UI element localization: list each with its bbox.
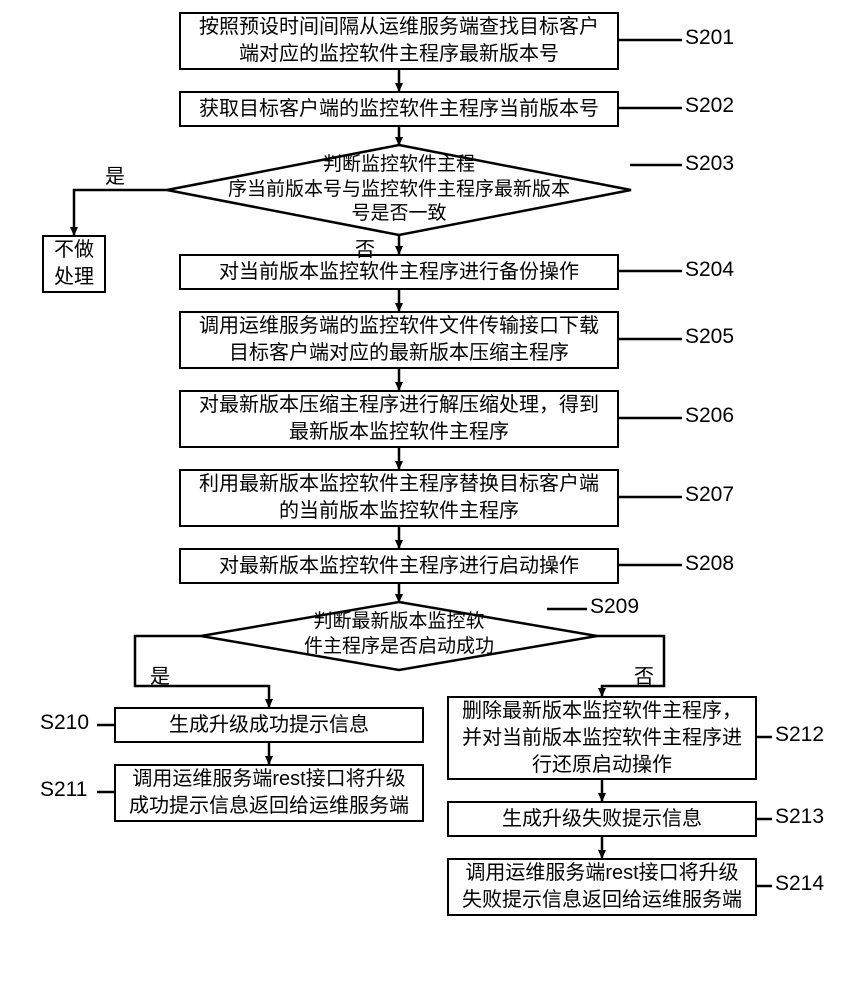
step-label-s213: S213 [775,805,824,829]
decision-s203: 判断监控软件主程序当前版本号与监控软件主程序最新版本号是否一致 [165,143,633,237]
step-text: 生成升级失败提示信息 [502,806,702,833]
step-label-s205: S205 [685,325,734,349]
edge-label-yes-1: 是 [105,160,125,189]
step-text: 获取目标客户端的监控软件主程序当前版本号 [199,96,599,123]
step-label-s204: S204 [685,258,734,282]
step-text: 对最新版本监控软件主程序进行启动操作 [219,553,579,580]
step-label-s211: S211 [40,778,88,802]
edge-label-no-2: 否 [634,660,654,689]
step-s212: 删除最新版本监控软件主程序，并对当前版本监控软件主程序进行还原启动操作 [447,696,757,780]
step-s210: 生成升级成功提示信息 [114,707,424,743]
step-text: 不做处理 [54,237,94,291]
step-label-s202: S202 [685,94,734,118]
step-label-s214: S214 [775,872,824,896]
step-s213: 生成升级失败提示信息 [447,801,757,837]
step-text: 利用最新版本监控软件主程序替换目标客户端的当前版本监控软件主程序 [199,471,599,525]
step-label-s203: S203 [685,152,734,176]
edge-label-no-1: 否 [355,233,375,262]
step-text: 按照预设时间间隔从运维服务端查找目标客户端对应的监控软件主程序最新版本号 [199,14,599,68]
step-s202: 获取目标客户端的监控软件主程序当前版本号 [179,91,619,127]
step-text: 删除最新版本监控软件主程序，并对当前版本监控软件主程序进行还原启动操作 [462,698,742,779]
step-text: 调用运维服务端的监控软件文件传输接口下载目标客户端对应的最新版本压缩主程序 [199,313,599,367]
flowchart-canvas: 按照预设时间间隔从运维服务端查找目标客户端对应的监控软件主程序最新版本号 S20… [0,0,867,1000]
step-text: 调用运维服务端rest接口将升级成功提示信息返回给运维服务端 [129,766,409,820]
step-s206: 对最新版本压缩主程序进行解压缩处理，得到最新版本监控软件主程序 [179,390,619,448]
edge-label-yes-2: 是 [150,660,170,689]
step-label-s207: S207 [685,483,734,507]
step-label-s206: S206 [685,404,734,428]
decision-text: 判断最新版本监控软件主程序是否启动成功 [304,611,494,657]
step-text: 调用运维服务端rest接口将升级失败提示信息返回给运维服务端 [462,860,742,914]
step-s207: 利用最新版本监控软件主程序替换目标客户端的当前版本监控软件主程序 [179,469,619,527]
step-s208: 对最新版本监控软件主程序进行启动操作 [179,548,619,584]
step-label-s208: S208 [685,552,734,576]
step-label-s210: S210 [40,711,89,735]
step-noop: 不做处理 [42,235,106,293]
step-text: 生成升级成功提示信息 [169,712,369,739]
step-s211: 调用运维服务端rest接口将升级成功提示信息返回给运维服务端 [114,764,424,822]
step-text: 对当前版本监控软件主程序进行备份操作 [219,259,579,286]
step-label-s201: S201 [685,26,734,50]
step-label-s209: S209 [590,595,639,619]
step-s201: 按照预设时间间隔从运维服务端查找目标客户端对应的监控软件主程序最新版本号 [179,12,619,70]
decision-s209: 判断最新版本监控软件主程序是否启动成功 [199,600,599,672]
step-label-s212: S212 [775,723,824,747]
step-s205: 调用运维服务端的监控软件文件传输接口下载目标客户端对应的最新版本压缩主程序 [179,311,619,369]
step-s204: 对当前版本监控软件主程序进行备份操作 [179,254,619,290]
decision-text: 判断监控软件主程序当前版本号与监控软件主程序最新版本号是否一致 [228,154,570,224]
step-s214: 调用运维服务端rest接口将升级失败提示信息返回给运维服务端 [447,858,757,916]
step-text: 对最新版本压缩主程序进行解压缩处理，得到最新版本监控软件主程序 [199,392,599,446]
